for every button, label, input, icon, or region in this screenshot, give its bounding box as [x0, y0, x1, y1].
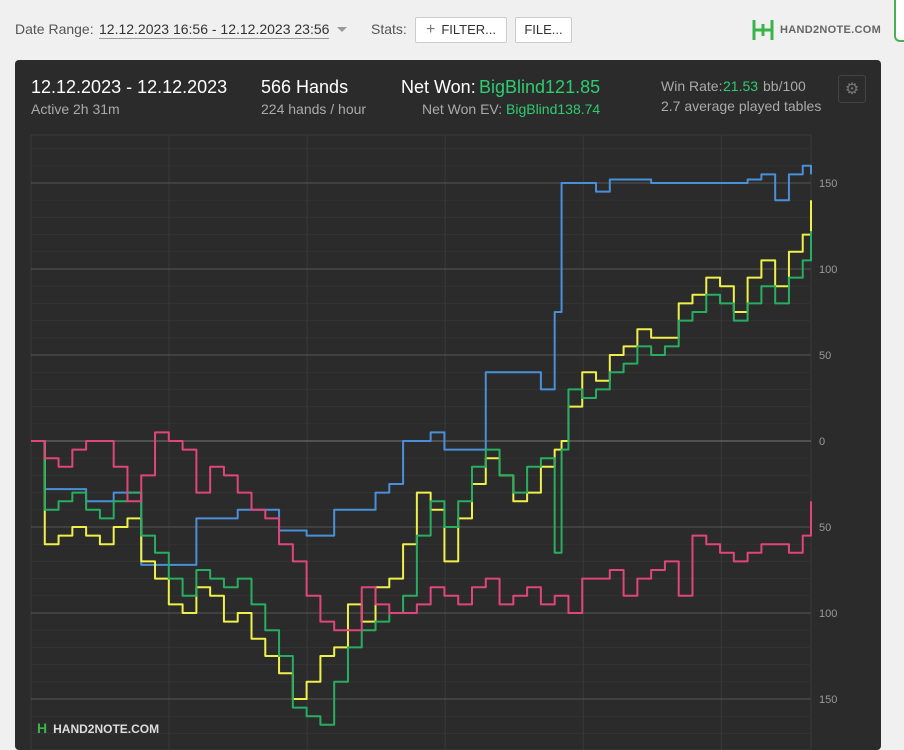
plus-icon: +	[426, 21, 436, 38]
net-won-ev-label: Net Won EV:	[422, 101, 503, 117]
y-tick-label: 100	[819, 264, 837, 276]
date-range-label: Date Range:	[15, 21, 94, 37]
win-rate-label: Win Rate:	[661, 78, 723, 94]
active-time: Active 2h 31m	[31, 101, 120, 117]
watermark-logo-icon: H	[37, 720, 48, 736]
toolbar: Date Range: 12.12.2023 16:56 - 12.12.202…	[0, 0, 904, 60]
average-tables: 2.7 average played tables	[661, 98, 822, 114]
watermark: H HAND2NOTE.COM	[37, 720, 159, 736]
hand2note-logo-icon	[752, 20, 774, 40]
settings-gear-icon[interactable]: ⚙	[838, 75, 866, 103]
chevron-down-icon[interactable]	[337, 27, 347, 32]
series-line-3	[31, 431, 812, 632]
logo-text: HAND2NOTE.COM	[780, 24, 882, 36]
profit-graph: 150 100 50 0 50 100 150	[30, 134, 837, 750]
net-won-value: BigBlind121.85	[479, 77, 601, 97]
watermark-text: HAND2NOTE.COM	[53, 722, 160, 736]
filter-button-label: FILTER...	[441, 22, 496, 37]
y-tick-label: 150	[819, 178, 837, 190]
series-line-0	[31, 164, 812, 566]
logo: HAND2NOTE.COM	[752, 18, 882, 44]
graph-panel: 12.12.2023 - 12.12.2023 Active 2h 31m 56…	[15, 60, 881, 750]
filter-button[interactable]: + FILTER...	[415, 17, 507, 43]
stats-label: Stats:	[371, 21, 407, 37]
net-won-label: Net Won:	[401, 77, 476, 97]
plot-area	[30, 134, 812, 750]
y-tick-label: 100	[819, 608, 837, 620]
hands-per-hour: 224 hands / hour	[261, 101, 367, 117]
win-rate-unit: bb/100	[763, 78, 806, 94]
window-corner	[894, 0, 904, 42]
y-tick-label: 0	[819, 436, 825, 448]
y-tick-label: 50	[819, 522, 831, 534]
series-line-2	[31, 231, 812, 726]
date-range-select[interactable]: 12.12.2023 16:56 - 12.12.2023 23:56	[99, 21, 330, 39]
session-dates: 12.12.2023 - 12.12.2023	[31, 77, 228, 97]
hands-count: 566 Hands	[261, 77, 349, 97]
win-rate-value: 21.53	[723, 78, 759, 94]
y-tick-label: 150	[819, 694, 837, 706]
file-button-label: FILE...	[524, 22, 563, 37]
y-tick-label: 50	[819, 350, 831, 362]
file-button[interactable]: FILE...	[515, 17, 572, 43]
net-won-ev-value: BigBlind138.74	[506, 101, 601, 117]
